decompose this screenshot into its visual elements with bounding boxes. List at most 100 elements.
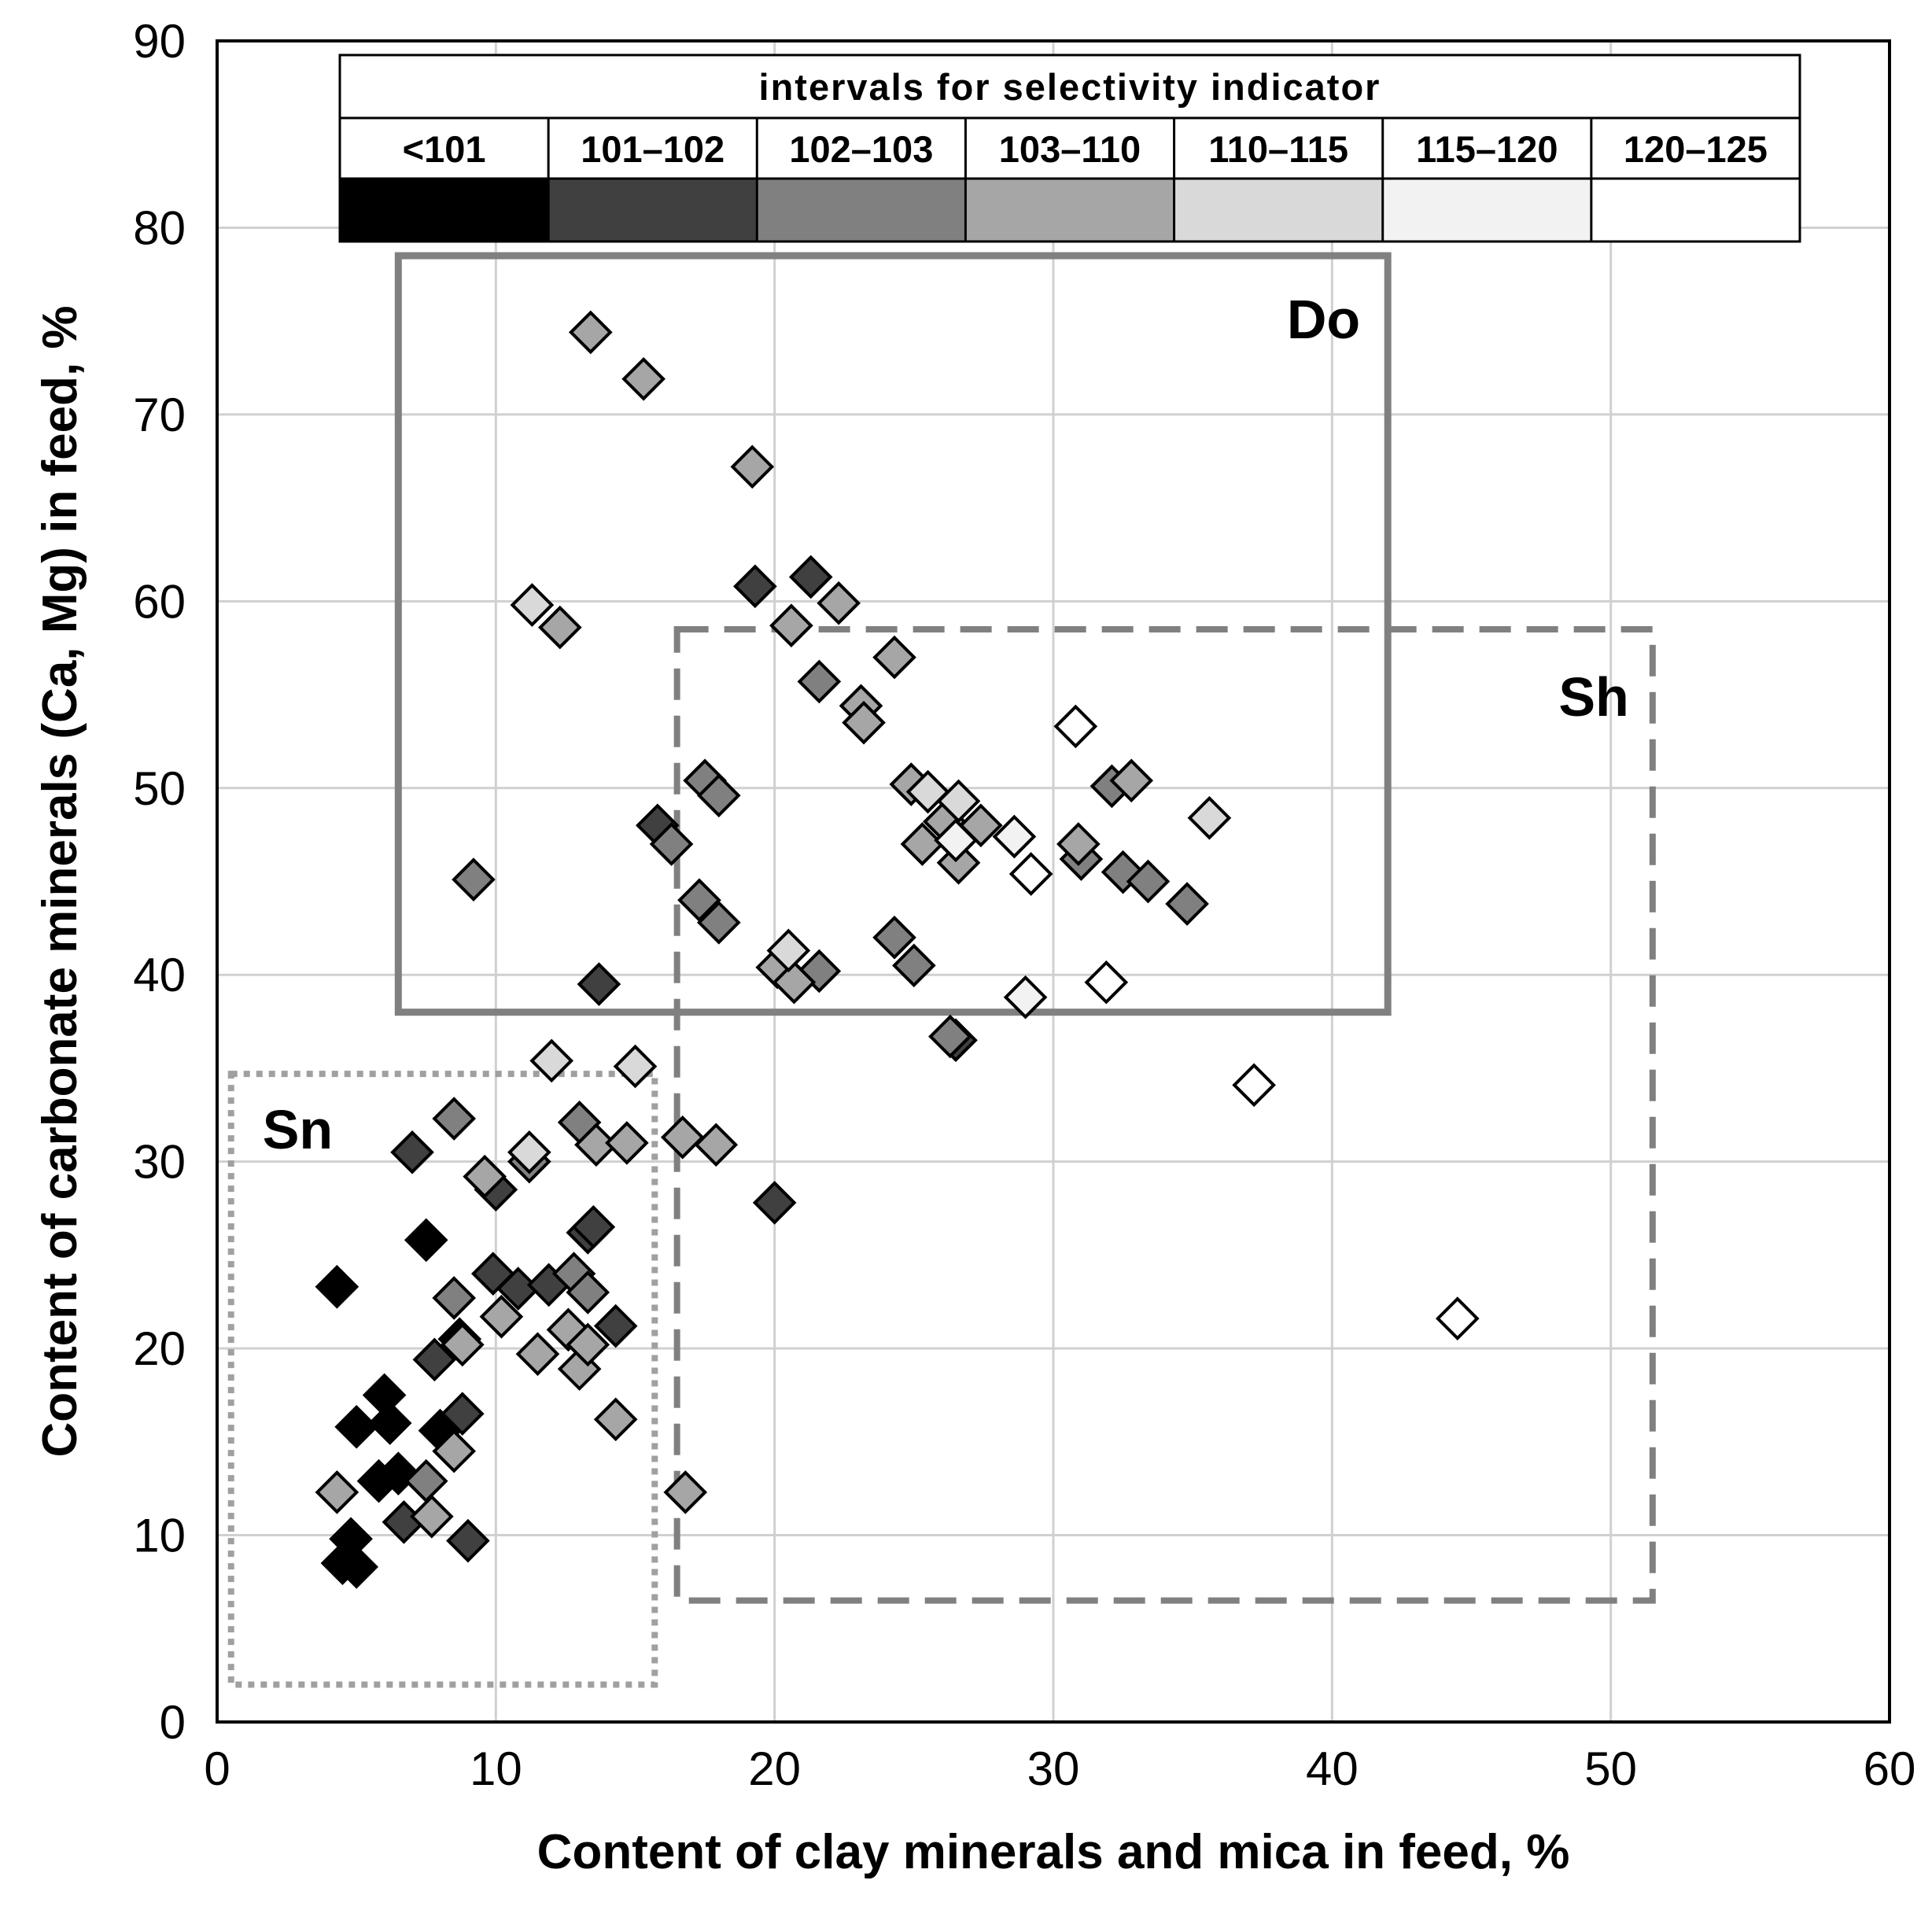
- legend-border: [338, 53, 1801, 243]
- region-label-sn: Sn: [263, 1099, 333, 1160]
- data-point: [677, 878, 721, 923]
- y-tick-label: 40: [133, 949, 186, 1001]
- data-point: [1435, 1296, 1480, 1340]
- data-point: [390, 1130, 434, 1174]
- data-point: [788, 555, 833, 599]
- legend-swatch: [1174, 179, 1383, 242]
- legend-swatch: [548, 179, 758, 242]
- data-point: [412, 1337, 457, 1382]
- legend-swatch: [1591, 179, 1800, 242]
- data-point: [571, 1204, 616, 1249]
- data-point: [797, 659, 842, 704]
- y-tick-label: 20: [133, 1322, 186, 1375]
- y-tick-label: 10: [133, 1510, 186, 1562]
- data-point: [367, 1401, 412, 1445]
- region-label-sh: Sh: [1558, 666, 1628, 728]
- data-point: [546, 1307, 591, 1352]
- data-point: [769, 603, 813, 648]
- x-tick-label: 40: [1306, 1742, 1359, 1795]
- data-point: [936, 779, 981, 824]
- legend-swatch: [340, 179, 549, 242]
- data-point: [376, 1451, 421, 1496]
- data-point: [1008, 852, 1053, 896]
- data-point: [613, 1044, 658, 1089]
- data-point: [992, 814, 1037, 859]
- data-point: [479, 1294, 524, 1339]
- x-tick-label: 10: [470, 1742, 522, 1795]
- data-point: [334, 1545, 378, 1589]
- data-point: [593, 1397, 638, 1442]
- legend-label: <101: [403, 128, 486, 170]
- data-point: [872, 915, 916, 960]
- data-point: [733, 564, 777, 609]
- data-point: [432, 1097, 477, 1141]
- data-point: [1165, 882, 1209, 926]
- legend-label: 103–110: [999, 128, 1141, 170]
- data-point: [696, 900, 741, 945]
- data-point: [566, 1322, 610, 1367]
- y-tick-label: 50: [133, 762, 186, 815]
- data-point: [766, 928, 811, 973]
- data-point: [574, 1123, 618, 1167]
- y-tick-label: 60: [133, 575, 186, 628]
- data-point: [1003, 975, 1048, 1019]
- legend-label: 115–120: [1416, 128, 1558, 170]
- y-axis-title: Content of carbonate minerals (Ca, Mg) i…: [33, 305, 87, 1457]
- y-tick-label: 90: [133, 15, 186, 68]
- data-point: [1187, 795, 1232, 840]
- legend-label: 101–102: [581, 128, 724, 170]
- data-point: [1126, 859, 1171, 904]
- x-axis-title: Content of clay minerals and mica in fee…: [537, 1825, 1570, 1879]
- data-point: [440, 1322, 485, 1367]
- x-tick-label: 60: [1864, 1742, 1916, 1795]
- data-point: [440, 1392, 485, 1436]
- data-point: [842, 700, 886, 745]
- legend-swatch: [757, 179, 966, 242]
- y-tick-label: 0: [160, 1696, 186, 1749]
- data-point: [817, 581, 861, 625]
- data-point: [649, 822, 694, 866]
- y-tick-label: 30: [133, 1136, 186, 1189]
- data-point: [621, 356, 666, 401]
- legend-title: intervals for selectivity indicator: [759, 66, 1381, 108]
- x-tick-label: 30: [1027, 1742, 1080, 1795]
- data-point: [529, 1038, 574, 1083]
- data-point: [410, 1494, 454, 1539]
- data-point: [772, 960, 817, 1005]
- data-point: [568, 310, 613, 355]
- y-tick-label: 80: [133, 201, 186, 254]
- data-point: [730, 444, 775, 489]
- y-tick-label: 70: [133, 389, 186, 441]
- data-point: [446, 1518, 490, 1563]
- region-box-sn: [227, 1071, 658, 1688]
- data-point: [959, 803, 1003, 848]
- data-point: [515, 1332, 560, 1377]
- data-point: [315, 1470, 359, 1514]
- data-points: [315, 310, 1480, 1589]
- data-point: [934, 818, 978, 863]
- legend-swatch: [965, 179, 1174, 242]
- tick-labels: 0 10 20 30 40 50 60 0 10 20 30 40 50 60 70 80 90: [133, 15, 1915, 1795]
- data-point: [696, 773, 741, 818]
- data-point: [432, 1429, 477, 1473]
- x-tick-label: 0: [204, 1742, 230, 1795]
- data-point: [900, 822, 945, 866]
- data-point: [1056, 822, 1101, 866]
- data-point: [334, 1405, 378, 1449]
- legend-swatch: [1382, 179, 1591, 242]
- data-point: [432, 1276, 477, 1320]
- data-point: [872, 635, 916, 680]
- data-point: [463, 1154, 507, 1199]
- region-label-do: Do: [1287, 289, 1360, 350]
- data-point: [892, 943, 936, 988]
- legend: intervals for selectivity indicator <101 1…: [338, 53, 1801, 243]
- data-point: [605, 1121, 649, 1165]
- region-box-sh: [673, 625, 1656, 1604]
- data-point: [577, 962, 621, 1006]
- data-point: [593, 1303, 638, 1348]
- data-point: [928, 1014, 972, 1059]
- legend-label: 120–125: [1624, 128, 1768, 170]
- plot-frame: [216, 39, 1891, 1724]
